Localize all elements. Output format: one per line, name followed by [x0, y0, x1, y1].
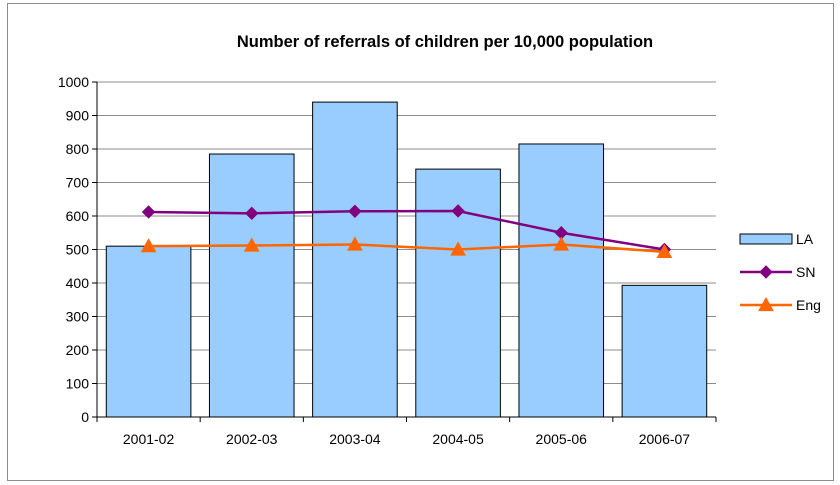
- point-sn: [451, 204, 465, 218]
- series-line-sn: [148, 209, 665, 251]
- bar-la: [105, 245, 192, 418]
- y-tick-label: 300: [66, 309, 90, 325]
- y-tick-label: 900: [66, 108, 90, 124]
- y-tick-label: 400: [66, 275, 90, 291]
- point-sn: [245, 206, 259, 221]
- y-tick-label: 100: [66, 376, 90, 392]
- point-eng: [656, 243, 673, 258]
- plot-area: 0 100 200 300 400 500 600 700 800 900 1000 2001-02 2…: [58, 74, 717, 447]
- legend-swatch-la: [739, 233, 793, 245]
- y-tick-label: 800: [66, 141, 90, 157]
- legend-marker-eng: [758, 296, 774, 312]
- x-tick-label: 2001-02: [123, 431, 175, 447]
- y-tick-label: 200: [66, 342, 90, 358]
- y-tick-label: 700: [66, 175, 90, 191]
- point-sn: [348, 204, 362, 219]
- x-tick-label: 2003-04: [329, 431, 381, 447]
- point-eng: [140, 238, 157, 253]
- legend-label-la: LA: [796, 231, 814, 247]
- x-tick-label: 2004-05: [432, 431, 484, 447]
- point-eng: [347, 236, 363, 251]
- x-tick-label: 2006-07: [639, 431, 691, 447]
- x-tick-label: 2002-03: [226, 431, 278, 447]
- legend-label-eng: Eng: [796, 297, 821, 313]
- legend-marker-sn: [759, 265, 773, 279]
- bar-la: [621, 284, 708, 418]
- chart-title: Number of referrals of children per 10,0…: [237, 33, 653, 51]
- point-eng: [553, 236, 570, 251]
- y-tick-label: 0: [81, 409, 89, 425]
- y-tick-label: 1000: [58, 74, 89, 90]
- legend-label-sn: SN: [796, 264, 815, 280]
- bar-la: [312, 101, 398, 418]
- bar-la: [208, 153, 295, 418]
- bar-la: [518, 143, 605, 418]
- legend: LA SN Eng: [739, 231, 821, 313]
- y-tick-label: 500: [66, 242, 90, 258]
- point-sn: [141, 205, 156, 219]
- y-tick-label: 600: [66, 208, 90, 224]
- point-eng: [243, 237, 260, 252]
- series-line-eng: [148, 243, 665, 254]
- point-eng: [450, 241, 466, 256]
- x-tick-label: 2005-06: [536, 431, 588, 447]
